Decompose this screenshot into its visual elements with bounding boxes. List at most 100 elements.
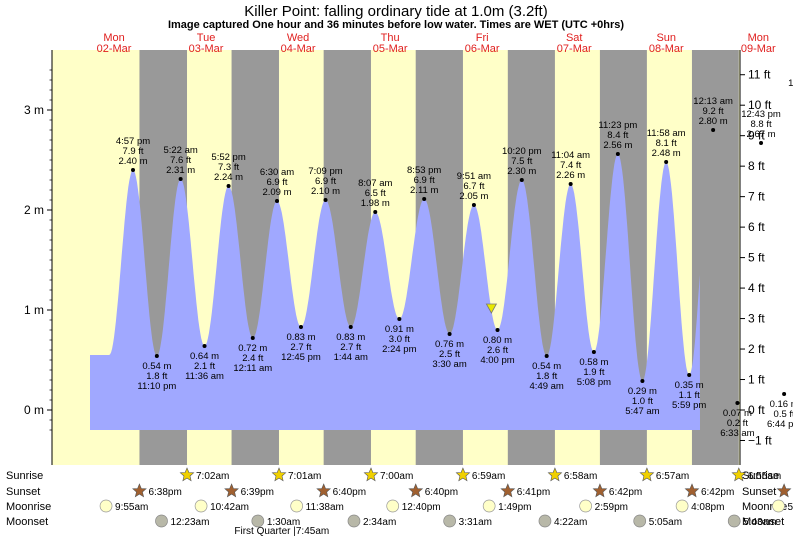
tide-event: 9:51 am6.7 ft2.05 m xyxy=(457,171,491,207)
moonrise-icon xyxy=(386,499,400,513)
moonset-icon xyxy=(633,514,647,528)
tide-event: 0.83 m2.7 ft1:44 am xyxy=(334,325,368,363)
tide-event: 0.16 m0.5 ft6:44 pm xyxy=(767,392,793,430)
tide-label: 7.4 ft xyxy=(560,160,581,171)
tide-point xyxy=(348,325,353,329)
moonset-icon xyxy=(155,514,168,528)
tide-label: 8.4 ft xyxy=(607,130,628,141)
tide-event: 11:23 pm8.4 ft2.56 m xyxy=(598,120,637,156)
tide-event: 11:04 am7.4 ft2.26 m xyxy=(551,150,590,186)
tide-label: 7.5 ft xyxy=(511,156,532,167)
row-label-left: Sunset xyxy=(6,486,40,498)
tide-label: 6.7 ft xyxy=(463,181,484,192)
moonrise-time: 10:42am xyxy=(210,502,249,513)
sunrise-icon xyxy=(639,467,655,482)
tide-point xyxy=(178,177,183,181)
tide-label: 6.9 ft xyxy=(414,175,435,186)
row-label-right: Sunrise xyxy=(742,470,779,482)
tide-label: 8:53 pm xyxy=(407,165,441,176)
sunset-icon xyxy=(316,483,332,498)
right-tick-label: 1 ft xyxy=(748,373,765,387)
tide-point xyxy=(664,160,669,164)
day-labels: Mon02-MarTue03-MarWed04-MarThu05-MarFri0… xyxy=(97,32,776,55)
tide-event: 0.29 m1.0 ft5:47 am xyxy=(625,379,660,417)
tide-label: 0.72 m xyxy=(238,343,267,354)
moonset-time: 3:31am xyxy=(459,517,492,528)
moonrise-time: 12:40pm xyxy=(402,502,441,513)
tide-label: 2.7 ft xyxy=(340,342,361,353)
tide-label: 1.0 ft xyxy=(632,396,653,407)
left-tick-label: 2 m xyxy=(24,203,44,217)
tide-label: 10:20 pm xyxy=(502,146,542,157)
tide-label: 0.5 ft xyxy=(774,409,793,420)
tide-point xyxy=(275,199,280,203)
tide-label: 0.35 m xyxy=(675,380,704,391)
tide-label: 9.2 ft xyxy=(703,106,724,117)
sunrise-icon xyxy=(455,467,471,482)
tide-point xyxy=(323,198,328,202)
moonrise-icon xyxy=(772,499,785,513)
tide-point xyxy=(298,325,303,329)
tide-label: 9:51 am xyxy=(457,171,491,182)
tide-label: 2.05 m xyxy=(459,191,488,202)
chart-subtitle: Image captured One hour and 36 minutes b… xyxy=(168,19,624,31)
sunset-icon xyxy=(224,483,239,498)
tide-point xyxy=(687,373,692,377)
tide-label: 2.10 m xyxy=(311,186,340,197)
sunrise-time: 6:58am xyxy=(564,471,597,482)
day-name: Tue xyxy=(197,32,216,44)
tide-label: 0.76 m xyxy=(435,339,464,350)
right-tick-label: 7 ft xyxy=(748,190,765,204)
moonset-time: 4:22am xyxy=(554,517,587,528)
tide-label: 0.80 m xyxy=(483,335,512,346)
day-date: 07-Mar xyxy=(557,43,592,55)
tide-point xyxy=(250,336,255,340)
tide-label: 0.58 m xyxy=(579,357,608,368)
sunset-icon xyxy=(500,483,516,498)
tide-label: 11:23 pm xyxy=(598,120,637,131)
tide-label: 8.8 ft xyxy=(750,119,771,130)
tide-label: 1.1 ft xyxy=(679,390,700,401)
tide-event: 10:20 pm7.5 ft2.30 m xyxy=(502,146,542,182)
sunset-icon xyxy=(408,483,424,498)
tide-event: 12:43 pm8.8 ft2.67 m xyxy=(741,109,781,145)
tide-point xyxy=(471,203,476,207)
day-name: Mon xyxy=(103,32,124,44)
current-level-marker xyxy=(485,303,498,314)
tide-point xyxy=(782,392,787,396)
tide-point xyxy=(591,350,596,354)
sunrise-icon xyxy=(547,467,563,482)
tide-point xyxy=(226,184,231,188)
tide-label: 2.11 m xyxy=(410,185,438,196)
tide-label: 1.9 ft xyxy=(583,367,604,378)
tide-label: 2.5 ft xyxy=(439,349,460,360)
tide-label: 2.1 ft xyxy=(194,361,215,372)
tide-event: 0.54 m1.8 ft4:49 am xyxy=(530,354,564,392)
moonset-icon xyxy=(727,514,741,528)
tide-label: 4:00 pm xyxy=(480,355,514,366)
tide-label: 6:44 pm xyxy=(767,419,793,430)
moonrise-time: 4:08pm xyxy=(691,502,724,513)
tide-event: 4:57 pm7.9 ft2.40 m xyxy=(116,136,150,172)
tide-label: 4:57 pm xyxy=(116,136,150,147)
tide-event: 0.58 m1.9 ft5:08 pm xyxy=(577,350,611,388)
tide-event: 0.91 m3.0 ft2:24 pm xyxy=(382,317,417,355)
moonset-icon xyxy=(538,514,552,528)
tide-label: 0.07 m xyxy=(723,408,752,419)
tide-event: 6:30 am6.9 ft2.09 m xyxy=(260,167,294,203)
tide-point xyxy=(759,141,764,145)
tide-point xyxy=(735,401,740,405)
right-tick-label: 3 ft xyxy=(748,312,765,326)
right-tick-label: 0 ft xyxy=(748,403,765,417)
tide-label: 12:56 am xyxy=(788,78,793,89)
right-tick-label: −1 ft xyxy=(748,433,772,447)
sunrise-time: 7:02am xyxy=(196,471,229,482)
tide-label: 12:43 pm xyxy=(741,109,781,120)
tide-label: 7.6 ft xyxy=(170,155,191,166)
tide-label: 6:33 am xyxy=(720,428,754,439)
tide-label: 0.54 m xyxy=(142,361,171,372)
